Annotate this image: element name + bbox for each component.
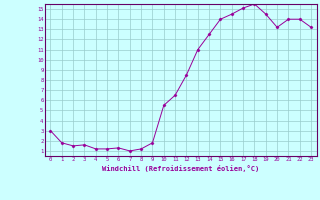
X-axis label: Windchill (Refroidissement éolien,°C): Windchill (Refroidissement éolien,°C) xyxy=(102,165,260,172)
